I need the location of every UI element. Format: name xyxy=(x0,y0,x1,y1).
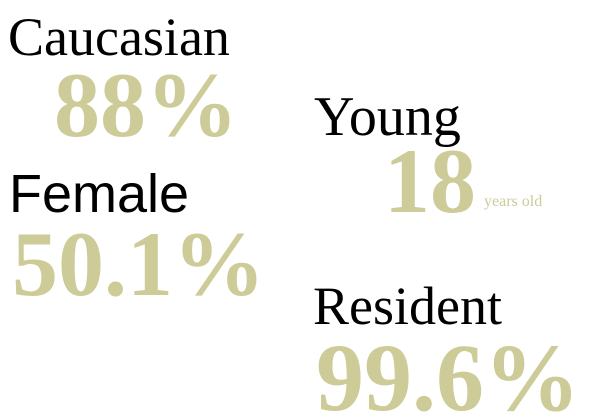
item-value: 88% xyxy=(54,54,238,156)
item-value: 50.1% xyxy=(12,213,265,315)
item-label: Caucasian xyxy=(8,7,230,67)
item-label: Resident xyxy=(313,276,502,336)
item-label: Female xyxy=(9,164,189,224)
item-value: 18 xyxy=(384,130,476,232)
item-unit: years old xyxy=(484,193,542,210)
item-label: Young xyxy=(314,86,461,148)
item-value: 99.6% xyxy=(316,324,580,414)
